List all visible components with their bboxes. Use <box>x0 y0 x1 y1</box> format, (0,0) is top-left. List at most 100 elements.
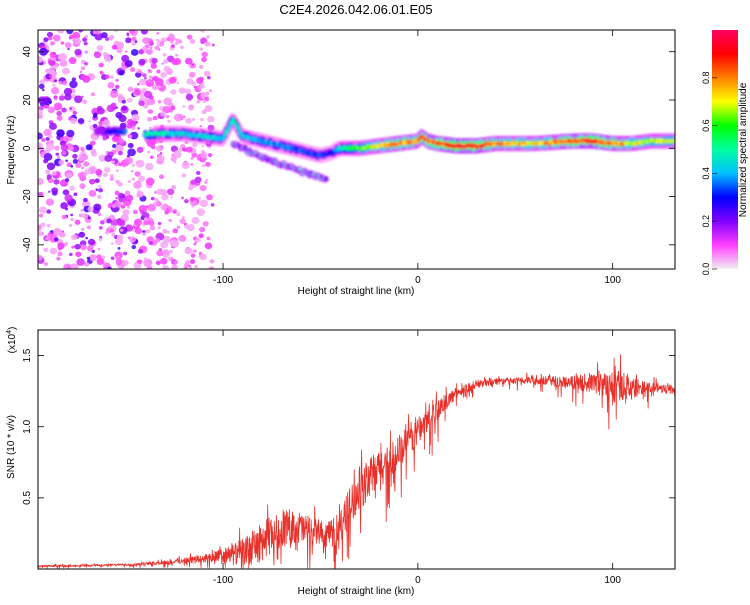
noise-blob <box>46 143 55 151</box>
noise-blob <box>126 33 130 37</box>
noise-blob <box>173 260 178 264</box>
noise-blob <box>165 114 170 119</box>
noise-blob <box>114 251 123 260</box>
noise-blob <box>167 119 171 123</box>
noise-blob <box>127 236 131 240</box>
noise-blob <box>204 41 211 47</box>
noise-blob <box>50 87 60 95</box>
noise-blob <box>43 37 49 42</box>
noise-blob <box>117 219 126 227</box>
noise-blob <box>195 170 201 176</box>
noise-blob <box>134 71 142 78</box>
noise-blob <box>172 228 179 234</box>
noise-blob <box>59 231 66 238</box>
noise-blob <box>168 249 173 254</box>
noise-blob <box>128 30 135 34</box>
noise-blob <box>189 259 196 265</box>
noise-blob <box>145 162 154 171</box>
noise-blob <box>48 74 52 78</box>
noise-blob <box>43 247 49 253</box>
noise-blob <box>72 31 81 40</box>
noise-blob <box>47 106 55 114</box>
noise-blob <box>61 150 67 156</box>
noise-blob <box>127 148 136 157</box>
noise-blob <box>166 188 175 196</box>
noise-blob <box>38 83 45 90</box>
snr-x-tick-label: -100 <box>213 575 233 586</box>
noise-blob <box>131 177 135 181</box>
noise-blob <box>49 51 57 58</box>
noise-blob <box>144 90 153 99</box>
noise-blob <box>74 95 83 104</box>
noise-blob <box>171 184 176 190</box>
snr-y-multiplier-close: ) <box>7 327 18 330</box>
noise-blob <box>158 174 165 180</box>
noise-blob <box>82 99 88 104</box>
noise-blob <box>93 51 102 59</box>
noise-blob <box>123 260 129 266</box>
noise-blob <box>201 150 205 154</box>
noise-blob <box>56 115 63 121</box>
noise-blob <box>61 93 64 96</box>
noise-blob <box>38 225 42 232</box>
noise-blob <box>75 251 82 258</box>
spectrogram-x-tick-label: 100 <box>604 275 621 286</box>
noise-blob <box>142 230 146 234</box>
noise-blob <box>130 67 136 73</box>
spectrogram-frame <box>37 29 676 270</box>
noise-blob <box>78 213 83 218</box>
noise-blob <box>147 150 151 154</box>
noise-blob <box>53 102 63 111</box>
noise-blob <box>127 97 133 103</box>
noise-blob <box>117 150 123 156</box>
noise-blob <box>186 34 193 40</box>
noise-blob <box>184 224 189 229</box>
noise-blob <box>156 32 160 35</box>
noise-blob <box>200 30 205 33</box>
spectrogram-y-tick-label: 0 <box>22 145 33 151</box>
noise-blob <box>101 119 111 127</box>
noise-blob <box>76 258 85 266</box>
noise-blob <box>69 146 75 151</box>
noise-blob <box>119 228 124 232</box>
spectrogram-y-axis: -40 -20 0 20 40 <box>22 46 675 252</box>
noise-blob <box>126 154 131 158</box>
noise-blob <box>46 223 51 228</box>
noise-blob <box>62 80 68 85</box>
noise-blob <box>161 193 169 201</box>
noise-blob <box>175 53 179 57</box>
noise-blob <box>58 80 63 85</box>
noise-blob <box>172 150 182 159</box>
noise-blob <box>52 34 61 42</box>
noise-blob <box>152 115 158 121</box>
noise-blob <box>149 225 156 231</box>
noise-blob <box>94 32 103 41</box>
noise-blob <box>49 122 57 130</box>
snr-y-label: SNR (10 * v/v) <box>6 415 17 479</box>
svg-text:(x104): (x104) <box>6 327 18 354</box>
ridge-core <box>236 126 241 131</box>
chart-title: C2E4.2026.042.06.01.E05 <box>279 2 432 17</box>
noise-blob <box>103 52 109 57</box>
noise-blob <box>75 162 82 169</box>
colorbar-tick-label: 0.0 <box>701 263 711 276</box>
noise-blob <box>127 180 132 184</box>
noise-blob <box>181 173 187 178</box>
spectrogram-y-tick-label: 40 <box>22 46 33 58</box>
spectrogram-y-tick-label: -40 <box>22 237 33 252</box>
noise-blob <box>56 129 65 137</box>
noise-blob <box>98 62 104 68</box>
noise-blob <box>46 31 54 38</box>
noise-blob <box>185 117 192 124</box>
noise-blob <box>134 171 141 177</box>
noise-blob <box>155 201 162 207</box>
noise-blob <box>156 69 161 74</box>
noise-blob <box>41 138 46 142</box>
noise-blob <box>88 120 92 123</box>
noise-blob <box>38 206 48 214</box>
noise-blob <box>173 239 177 243</box>
noise-blob <box>147 203 157 212</box>
noise-blob <box>69 263 79 269</box>
noise-blob <box>164 210 169 215</box>
noise-blob <box>98 238 103 242</box>
